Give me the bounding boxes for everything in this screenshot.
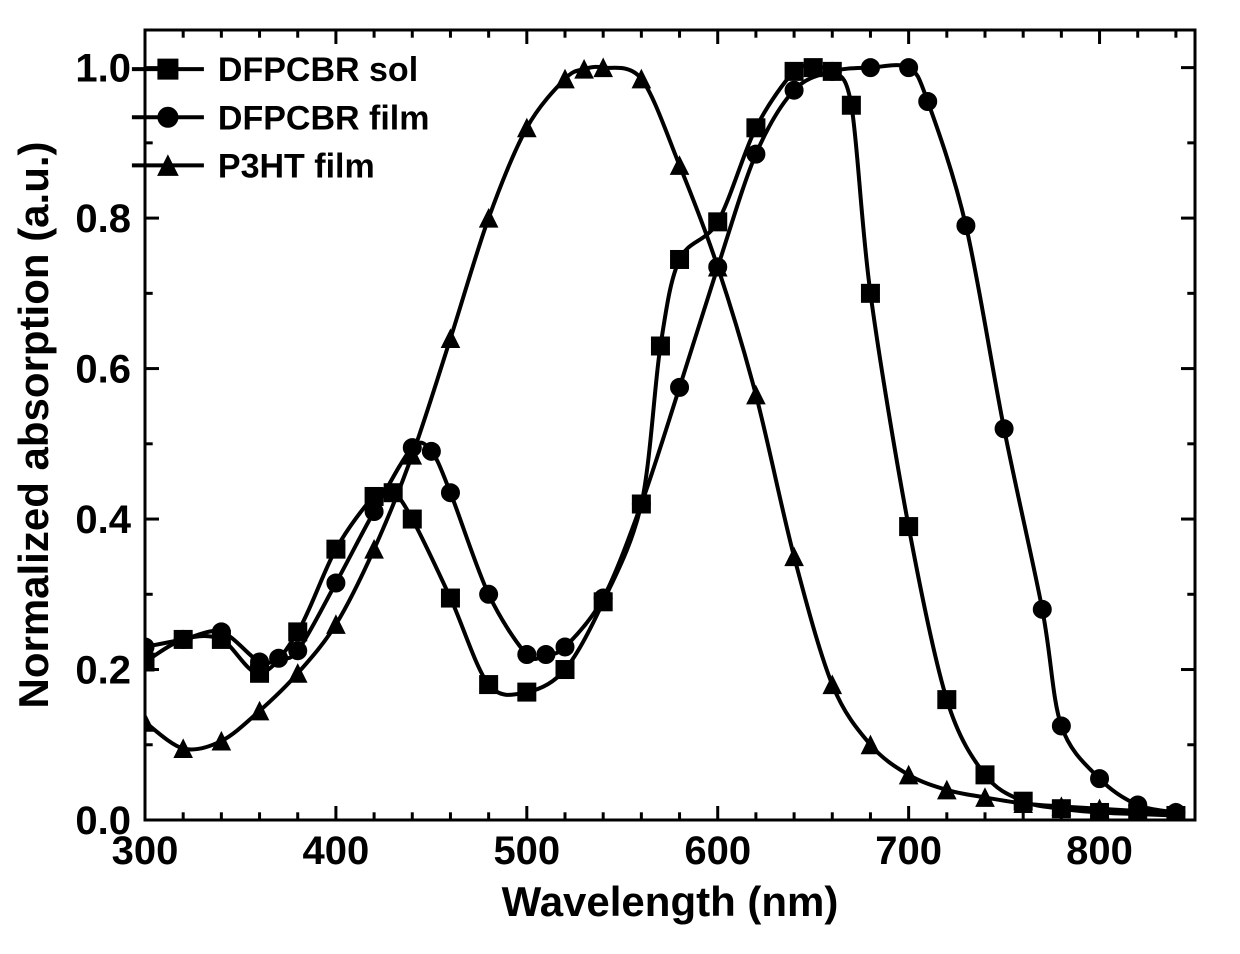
circle-marker-icon xyxy=(900,59,918,77)
square-marker-icon xyxy=(651,337,669,355)
square-marker-icon xyxy=(861,284,879,302)
circle-marker-icon xyxy=(270,649,288,667)
circle-marker-icon xyxy=(632,495,650,513)
square-marker-icon xyxy=(441,589,459,607)
y-tick-label: 1.0 xyxy=(75,47,131,91)
square-marker-icon xyxy=(518,683,536,701)
legend-label: P3HT film xyxy=(218,147,375,185)
circle-marker-icon xyxy=(861,59,879,77)
x-axis-label: Wavelength (nm) xyxy=(502,878,839,925)
square-marker-icon xyxy=(785,62,803,80)
square-marker-icon xyxy=(709,213,727,231)
circle-marker-icon xyxy=(158,107,178,127)
y-tick-label: 0.0 xyxy=(75,799,131,843)
circle-marker-icon xyxy=(995,420,1013,438)
square-marker-icon xyxy=(976,766,994,784)
square-marker-icon xyxy=(158,59,178,79)
circle-marker-icon xyxy=(422,442,440,460)
square-marker-icon xyxy=(480,676,498,694)
circle-marker-icon xyxy=(1033,600,1051,618)
square-marker-icon xyxy=(671,250,689,268)
square-marker-icon xyxy=(327,540,345,558)
y-tick-label: 0.8 xyxy=(75,197,131,241)
circle-marker-icon xyxy=(957,217,975,235)
x-tick-label: 800 xyxy=(1066,829,1133,873)
chart-svg: 3004005006007008000.00.20.40.60.81.0Wave… xyxy=(0,0,1240,954)
circle-marker-icon xyxy=(480,585,498,603)
circle-marker-icon xyxy=(594,589,612,607)
x-tick-label: 600 xyxy=(684,829,751,873)
circle-marker-icon xyxy=(823,62,841,80)
circle-marker-icon xyxy=(747,145,765,163)
x-tick-label: 700 xyxy=(875,829,942,873)
circle-marker-icon xyxy=(212,623,230,641)
circle-marker-icon xyxy=(174,630,192,648)
circle-marker-icon xyxy=(1091,770,1109,788)
circle-marker-icon xyxy=(671,378,689,396)
circle-marker-icon xyxy=(289,642,307,660)
x-tick-label: 400 xyxy=(303,829,370,873)
square-marker-icon xyxy=(556,661,574,679)
circle-marker-icon xyxy=(556,638,574,656)
y-axis-label: Normalized absorption (a.u.) xyxy=(10,141,57,708)
x-tick-label: 500 xyxy=(493,829,560,873)
y-tick-label: 0.2 xyxy=(75,649,131,693)
square-marker-icon xyxy=(900,518,918,536)
square-marker-icon xyxy=(747,119,765,137)
circle-marker-icon xyxy=(919,92,937,110)
square-marker-icon xyxy=(842,96,860,114)
circle-marker-icon xyxy=(1052,717,1070,735)
square-marker-icon xyxy=(403,510,421,528)
circle-marker-icon xyxy=(327,574,345,592)
legend-label: DFPCBR film xyxy=(218,99,430,137)
circle-marker-icon xyxy=(365,503,383,521)
absorption-spectrum-chart: 3004005006007008000.00.20.40.60.81.0Wave… xyxy=(0,0,1240,954)
circle-marker-icon xyxy=(537,645,555,663)
square-marker-icon xyxy=(938,691,956,709)
circle-marker-icon xyxy=(441,484,459,502)
legend-label: DFPCBR sol xyxy=(218,51,418,89)
circle-marker-icon xyxy=(251,653,269,671)
circle-marker-icon xyxy=(518,645,536,663)
y-tick-label: 0.4 xyxy=(75,498,131,542)
circle-marker-icon xyxy=(785,81,803,99)
y-tick-label: 0.6 xyxy=(75,348,131,392)
